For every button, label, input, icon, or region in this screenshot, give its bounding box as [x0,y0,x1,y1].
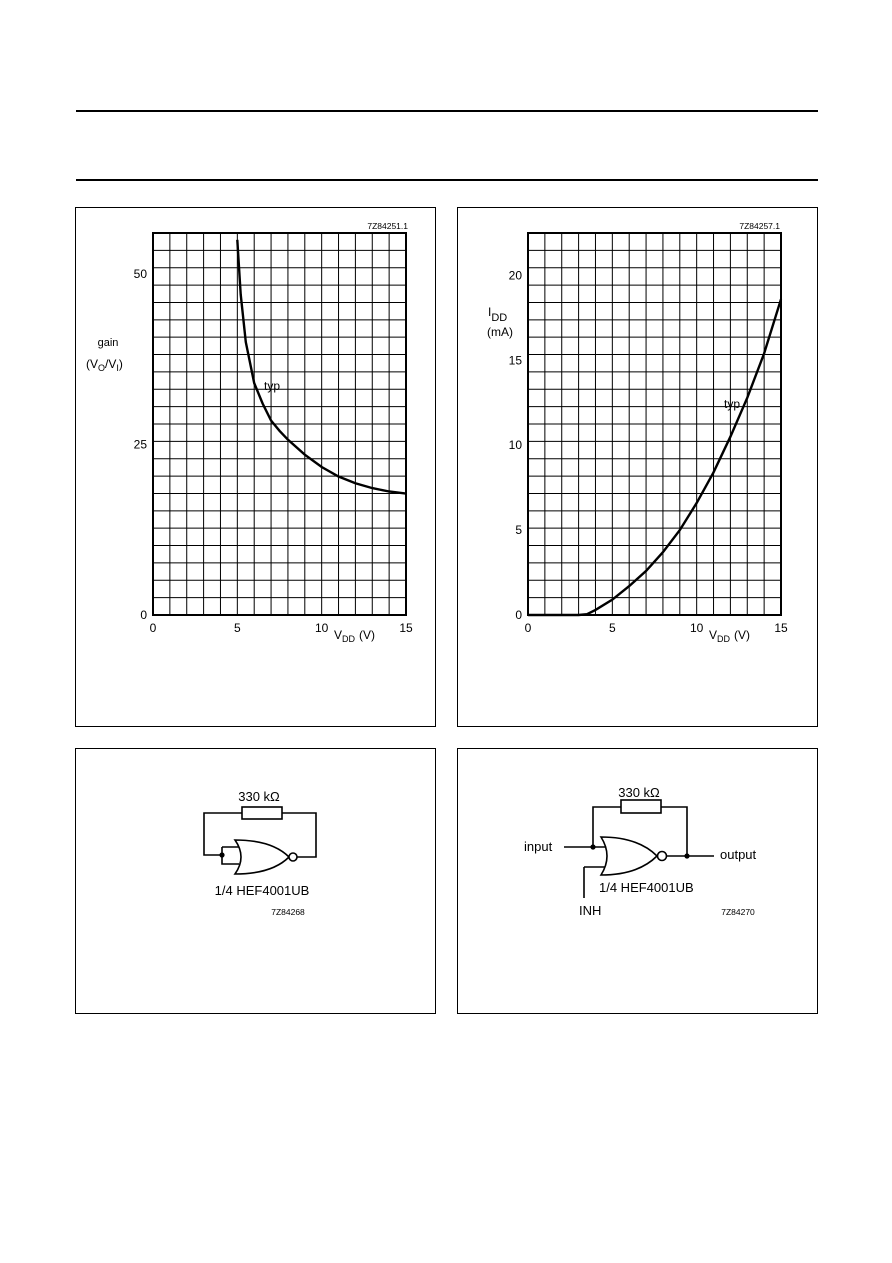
y-tick-label: 0 [515,608,522,622]
gain-chart-panel: 7Z84251.1 gain (VO/VI) typ VDD (V) 0 5 10 15… [75,207,436,727]
feedback-resistor-1 [241,806,283,820]
gain-ylabel-line2: (VO/VI) [86,357,123,373]
gain-curve-label: typ [264,379,280,393]
gain-chart: 7Z84251.1 gain (VO/VI) typ VDD (V) 0 5 10 15… [86,221,413,644]
x-tick-label: 15 [399,621,413,635]
y-tick-label: 15 [509,353,523,367]
y-tick-label: 20 [509,268,523,282]
gain-curve-typ [236,239,407,495]
part-label-1: 1/4 HEF4001UB [215,883,310,898]
output-junction-dot [684,853,690,859]
idd-ylabel-unit: (mA) [487,325,513,339]
figure-id-1: 7Z84251.1 [367,221,408,231]
idd-chart: 7Z84257.1 IDD (mA) typ VDD (V) 0 5 10 15 0 5 1… [487,221,788,644]
nor-gate-bubble-1 [288,852,298,862]
gain-xlabel: VDD (V) [334,628,375,644]
header-rule [76,179,818,181]
part-label-2: 1/4 HEF4001UB [599,880,694,895]
x-tick-label: 15 [774,621,788,635]
nor-gate-body-2 [599,836,659,876]
plot-frame [527,232,782,616]
x-tick-label: 10 [690,621,704,635]
figure-id-4: 7Z84270 [721,907,755,917]
circuit-panel-2: 330 kΩ input output 1/4 HEF4001UB INH 7Z… [457,748,818,1014]
x-tick-label: 0 [150,621,157,635]
feedback-resistor-2 [620,799,662,814]
idd-xlabel: VDD (V) [709,628,750,644]
feedback-wire-2 [592,806,688,856]
gain-x-tick-labels: 0 5 10 15 [150,621,413,635]
idd-curve-typ [528,298,783,617]
idd-curve-label: typ [724,397,740,411]
feedback-wire-1 [203,812,317,858]
y-tick-label: 10 [509,438,523,452]
input-label: input [524,839,553,854]
plot-frame [152,232,407,616]
nor-gate-bubble-2 [656,850,668,862]
y-tick-label: 25 [134,437,148,451]
circuit-diagram-1: 330 kΩ 1/4 HEF4001UB 7Z84268 [203,789,317,917]
nor-gate-body-1 [233,839,291,875]
input-junction-dot [590,844,596,850]
gain-ylabel-line1: gain [98,337,119,349]
x-tick-label: 5 [609,621,616,635]
x-tick-label: 0 [525,621,532,635]
resistor-label-1: 330 kΩ [238,789,280,804]
top-rule [76,110,818,112]
idd-x-tick-labels: 0 5 10 15 [525,621,788,635]
idd-ylabel-line1: IDD [488,305,507,324]
inhibit-wire-2 [583,866,605,898]
x-tick-label: 5 [234,621,241,635]
y-tick-label: 0 [140,608,147,622]
gain-chart-grid [152,232,407,616]
circuit-diagram-2: 330 kΩ input output 1/4 HEF4001UB INH 7Z… [524,785,757,918]
resistor-label-2: 330 kΩ [618,785,660,800]
inhibit-label: INH [579,903,601,918]
circuit-panel-1: 330 kΩ 1/4 HEF4001UB 7Z84268 [75,748,436,1014]
figure-id-2: 7Z84257.1 [739,221,780,231]
figure-id-3: 7Z84268 [271,907,305,917]
y-tick-label: 50 [134,267,148,281]
idd-chart-grid [527,232,782,616]
junction-dot-1 [219,852,225,858]
y-tick-label: 5 [515,523,522,537]
gain-y-tick-labels: 0 25 50 [134,267,148,622]
idd-y-tick-labels: 0 5 10 15 20 [509,268,523,622]
x-tick-label: 10 [315,621,329,635]
output-label: output [720,847,757,862]
idd-chart-panel: 7Z84257.1 IDD (mA) typ VDD (V) 0 5 10 15 0 5 1… [457,207,818,727]
